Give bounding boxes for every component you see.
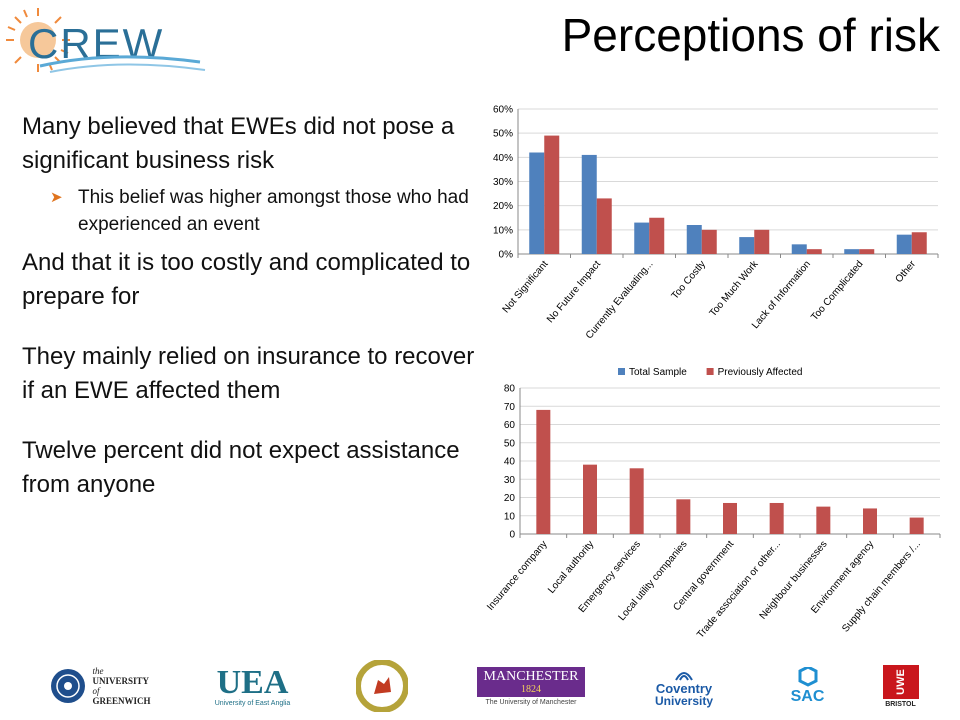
- y-tick-label: 0: [509, 530, 515, 541]
- coventry-text-2: University: [654, 693, 714, 708]
- bar: [536, 409, 551, 534]
- bar: [859, 249, 875, 254]
- bar: [909, 517, 924, 534]
- uwe-city: BRISTOL: [885, 700, 916, 708]
- coventry-text-1: Coventry: [655, 680, 713, 696]
- arrow-bullet-icon: ➤: [50, 189, 63, 206]
- salford-crest-icon: [356, 660, 408, 712]
- crew-logo-text: CREW: [28, 20, 164, 67]
- bar: [844, 249, 860, 254]
- category-label: Local authority: [546, 539, 596, 596]
- bar: [529, 152, 545, 254]
- bar: [896, 234, 912, 254]
- y-tick-label: 30%: [493, 177, 513, 188]
- uea-mark: UEA: [216, 663, 289, 701]
- y-tick-label: 20: [504, 493, 516, 504]
- y-tick-label: 0%: [499, 250, 514, 261]
- sub-bullet-1: ➤ This belief was higher amongst those w…: [22, 184, 477, 238]
- bar: [581, 154, 597, 254]
- category-label: Other: [894, 258, 919, 285]
- bullet-list: Many believed that EWEs did not pose a s…: [22, 110, 477, 508]
- sac-text: SAC: [790, 688, 825, 705]
- coventry-wing-icon: [675, 671, 693, 681]
- greenwich-text-2: UNIVERSITY: [92, 676, 149, 686]
- bar: [723, 502, 737, 534]
- greenwich-logo: the UNIVERSITY of GREENWICH: [45, 660, 155, 712]
- bullet-4: Twelve percent did not expect assistance…: [22, 437, 460, 498]
- y-tick-label: 80: [504, 384, 516, 395]
- bar: [911, 232, 927, 254]
- bar: [544, 135, 560, 254]
- y-tick-label: 70: [504, 402, 516, 413]
- legend-label: Total Sample: [629, 367, 687, 378]
- uea-logo: UEA University of East Anglia: [205, 660, 300, 712]
- y-tick-label: 30: [504, 475, 516, 486]
- bar: [701, 229, 717, 254]
- y-tick-label: 40%: [493, 153, 513, 164]
- greenwich-text-1: the: [92, 666, 104, 676]
- uwe-mark: UWE: [894, 668, 907, 695]
- y-tick-label: 50%: [493, 129, 513, 140]
- bullet-2: And that it is too costly and complicate…: [22, 249, 471, 310]
- y-tick-label: 10%: [493, 225, 513, 236]
- sac-logo: SAC: [780, 660, 835, 712]
- bar: [649, 217, 665, 254]
- bar: [629, 468, 644, 534]
- greenwich-text-3: of: [92, 686, 100, 696]
- uea-name: University of East Anglia: [214, 699, 291, 707]
- legend-swatch: [618, 368, 625, 375]
- salford-logo: [352, 660, 412, 712]
- footer-logos: the UNIVERSITY of GREENWICH UEA Universi…: [0, 652, 960, 720]
- category-label: Trade association or other...: [695, 539, 783, 641]
- bar: [634, 222, 650, 254]
- category-label: Supply chain members /...: [840, 539, 923, 635]
- category-label: Lack of Information: [750, 259, 813, 331]
- category-label: Insurance company: [485, 539, 550, 613]
- coventry-logo: Coventry University: [648, 660, 720, 712]
- chart-assistance: 0 10 20 30 40 50 60 70 80 Insurance companyLocal …: [485, 384, 941, 641]
- sac-mark-icon: [798, 667, 817, 687]
- category-label: Too Complicated: [809, 259, 865, 323]
- uwe-logo: UWE BRISTOL: [878, 660, 923, 712]
- category-label: Too Costly: [670, 259, 708, 302]
- bullet-3: They mainly relied on insurance to recov…: [22, 343, 475, 404]
- crew-logo: CREW: [6, 8, 206, 73]
- bar: [583, 464, 597, 534]
- bar: [806, 249, 822, 254]
- wave-icon: [39, 55, 201, 68]
- bar: [791, 244, 807, 254]
- y-tick-label: 50: [504, 438, 516, 449]
- bar: [739, 237, 755, 254]
- category-label: Not Significant: [501, 259, 551, 316]
- bar: [686, 225, 702, 254]
- greenwich-crest-icon: [51, 669, 86, 703]
- manchester-sub: The University of Manchester: [485, 698, 577, 706]
- bar: [676, 499, 691, 534]
- category-label: Too Much Work: [708, 258, 762, 319]
- slide-title: Perceptions of risk: [561, 9, 940, 61]
- bar: [816, 506, 831, 534]
- sun-icon: [6, 8, 70, 72]
- y-tick-label: 20%: [493, 201, 513, 212]
- manchester-logo: MANCHESTER 1824 The University of Manche…: [475, 660, 587, 712]
- legend-label: Previously Affected: [718, 367, 803, 378]
- bar: [863, 508, 877, 534]
- bar: [754, 229, 770, 254]
- bar: [596, 198, 612, 254]
- bar: [769, 502, 784, 534]
- sub-bullet-text: This belief was higher amongst those who…: [78, 187, 469, 235]
- y-tick-label: 10: [504, 511, 516, 522]
- manchester-name: MANCHESTER: [483, 668, 579, 684]
- y-tick-label: 60%: [493, 105, 513, 116]
- greenwich-text-4: GREENWICH: [92, 696, 151, 706]
- y-tick-label: 40: [504, 457, 516, 468]
- legend-swatch: [706, 368, 714, 375]
- bullet-1: Many believed that EWEs did not pose a s…: [22, 113, 455, 174]
- category-label: No Future Impact: [545, 259, 603, 325]
- manchester-year: 1824: [521, 683, 541, 695]
- y-tick-label: 60: [504, 420, 516, 431]
